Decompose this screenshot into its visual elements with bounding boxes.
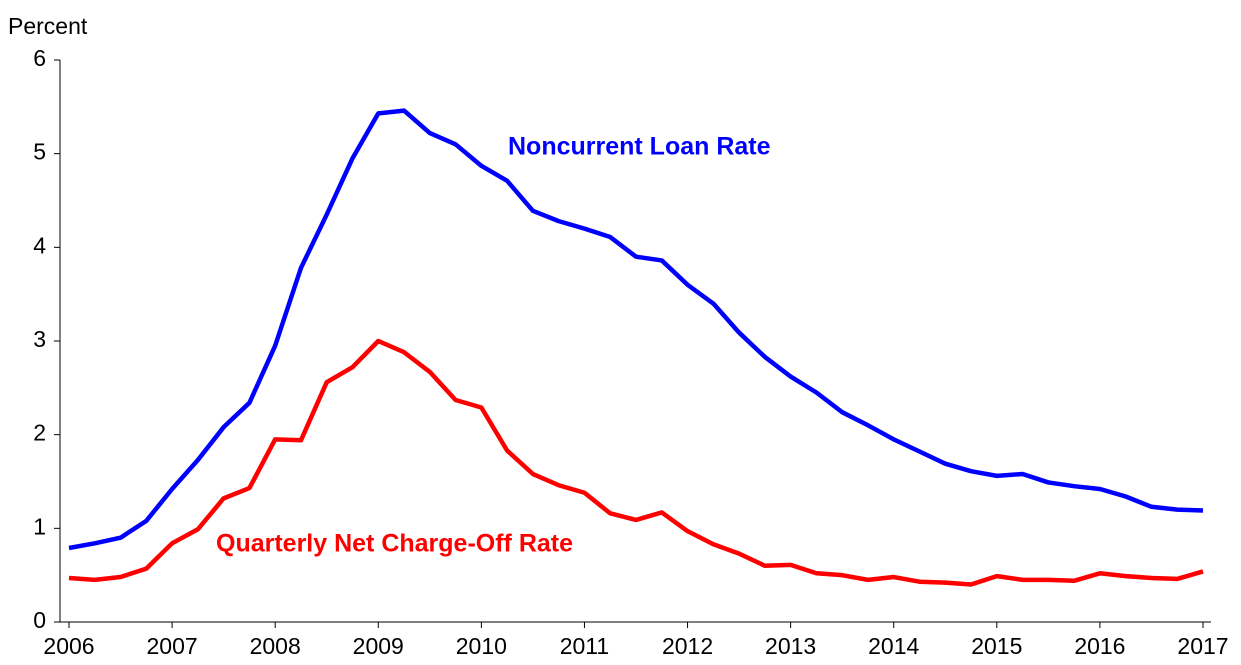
x-tick-label: 2016 xyxy=(1074,633,1125,659)
y-tick-label: 2 xyxy=(33,420,46,446)
y-tick-label: 6 xyxy=(33,45,46,71)
y-axis-label: Percent xyxy=(8,13,88,39)
x-tick-label: 2011 xyxy=(560,633,609,659)
series-label: Noncurrent Loan Rate xyxy=(508,133,771,161)
x-tick-label: 2015 xyxy=(971,633,1022,659)
y-tick-label: 5 xyxy=(33,139,46,165)
x-tick-label: 2007 xyxy=(147,633,198,659)
x-tick-label: 2013 xyxy=(765,633,816,659)
x-tick-label: 2010 xyxy=(456,633,507,659)
x-tick-label: 2008 xyxy=(250,633,301,659)
y-tick-label: 4 xyxy=(33,232,46,258)
series-label: Quarterly Net Charge-Off Rate xyxy=(216,530,573,558)
series-line xyxy=(68,108,1204,551)
x-tick-label: 2006 xyxy=(43,633,94,659)
x-tick-label: 2017 xyxy=(1177,633,1228,659)
y-tick-label: 0 xyxy=(33,607,46,633)
x-tick-label: 2009 xyxy=(353,633,404,659)
y-tick-label: 3 xyxy=(33,326,46,352)
series-line xyxy=(68,338,1204,587)
x-tick-label: 2012 xyxy=(662,633,713,659)
x-tick-label: 2014 xyxy=(868,633,919,659)
y-tick-label: 1 xyxy=(33,513,46,539)
